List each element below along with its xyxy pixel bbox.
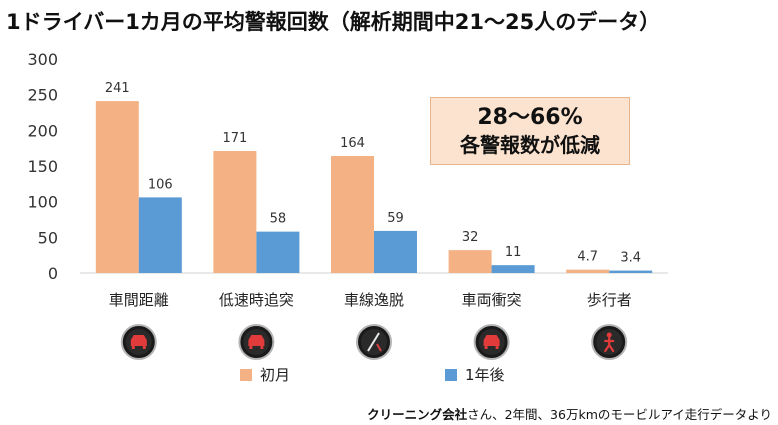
y-tick-label: 100 [27,193,58,212]
bar-one-year [609,270,653,273]
data-label: 58 [270,212,287,227]
car-collision-warning-icon [473,324,510,360]
bar-one-year [491,265,535,273]
callout-percentage: 28～66% [477,105,583,130]
bar-chart: 0 50 100 150 200 250 300 241 106 171 58 164 59 32 11 4… [27,50,668,360]
y-tick-label: 150 [27,157,58,176]
callout-caption: 各警報数が低減 [460,133,600,157]
y-tick-label: 250 [27,86,58,105]
bar-first-month [95,101,139,273]
y-tick-label: 0 [48,264,58,283]
bar-one-year [138,197,182,273]
legend-item-first-month: 初月 [240,364,290,385]
source-company: クリーニング会社 [367,407,468,422]
x-category-label: 車線逸脱 [344,291,404,309]
x-category-label: 車両衝突 [462,291,522,309]
legend-label-first-month: 初月 [260,366,291,384]
data-label: 11 [505,245,522,260]
data-label: 3.4 [620,251,641,266]
data-label: 4.7 [577,250,598,265]
bar-first-month [448,250,492,273]
x-category-label: 車間距離 [109,291,169,309]
data-label: 59 [387,211,404,226]
bar-first-month [213,151,257,273]
bars [95,101,653,273]
data-label: 106 [148,177,173,192]
y-tick-label: 50 [38,228,58,247]
warning-icons [120,324,628,360]
y-tick-label: 200 [27,121,58,140]
source-note: クリーニング会社さん、2年間、36万kmのモービルアイ走行データより [367,404,772,423]
car-collision-warning-icon [120,324,157,360]
legend-item-one-year: 1年後 [445,364,505,385]
x-category-label: 歩行者 [587,291,632,309]
data-label: 241 [105,81,130,96]
data-label: 164 [340,136,365,151]
chart-title: 1ドライバー1カ月の平均警報回数（解析期間中21～25人のデータ） [6,10,661,34]
legend-label-one-year: 1年後 [465,366,505,384]
reduction-callout: 28～66% 各警報数が低減 [430,97,630,165]
lane-departure-warning-icon [356,324,392,360]
legend: 初月 1年後 [0,364,778,386]
y-tick-label: 300 [27,50,58,69]
data-label: 171 [222,131,247,146]
car-collision-warning-icon [238,324,275,360]
legend-swatch-one-year [445,368,457,381]
pedestrian-warning-icon [591,324,628,360]
bar-first-month [566,269,610,273]
legend-swatch-first-month [240,368,252,381]
bar-first-month [331,156,374,273]
x-category-label: 低速時追突 [219,291,294,309]
bar-one-year [374,230,417,273]
source-text: さん、2年間、36万kmのモービルアイ走行データより [467,407,772,422]
bar-one-year [256,231,300,273]
data-label: 32 [462,230,479,245]
data-labels: 241 106 171 58 164 59 32 11 4.7 3.4 [105,81,641,265]
x-axis: 車間距離 低速時追突 車線逸脱 車両衝突 歩行者 [109,291,632,309]
